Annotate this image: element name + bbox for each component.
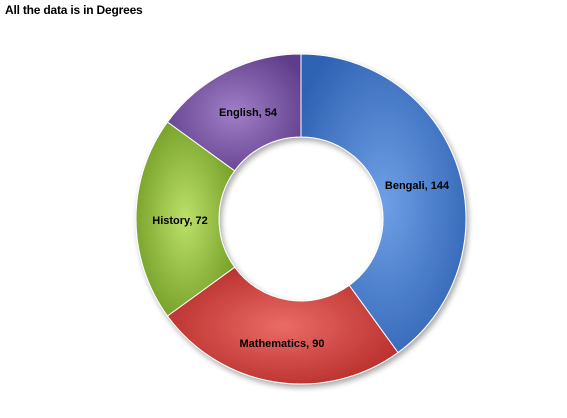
data-label-bengali: Bengali, 144 [385, 180, 450, 192]
donut-segment-history [135, 121, 236, 317]
data-label-mathematics: Mathematics, 90 [240, 338, 325, 350]
data-label-english: English, 54 [219, 107, 278, 119]
data-label-history: History, 72 [152, 215, 207, 227]
chart-title: All the data is in Degrees [5, 3, 143, 17]
donut-segment-bengali [300, 53, 467, 354]
donut-segment-english [166, 53, 302, 172]
donut-segment-mathematics [166, 266, 399, 385]
